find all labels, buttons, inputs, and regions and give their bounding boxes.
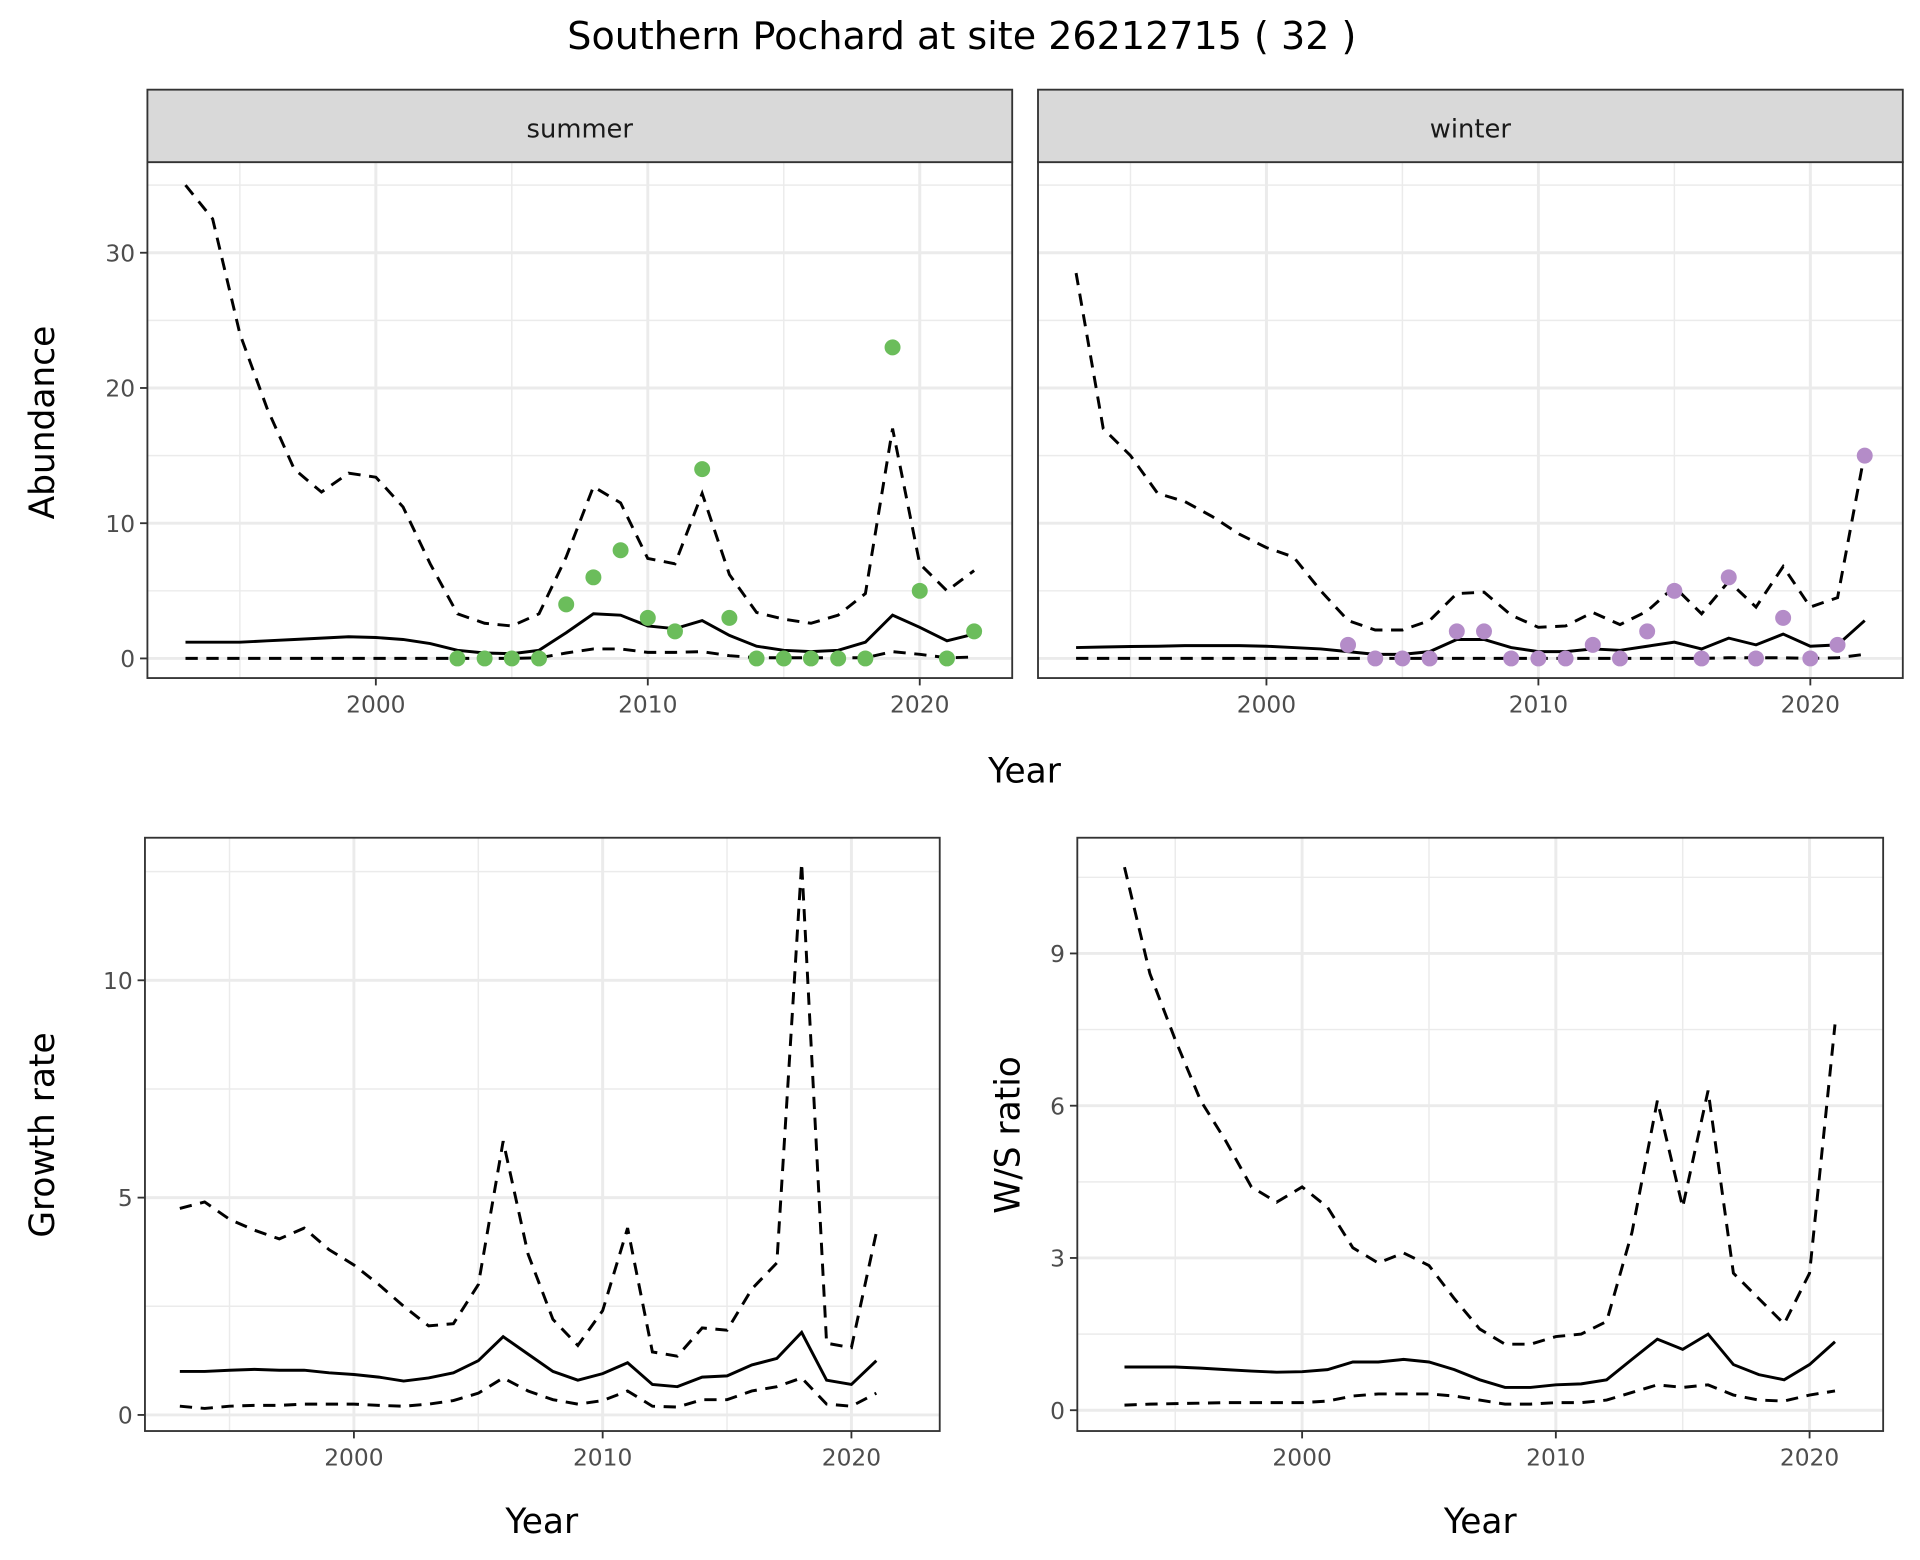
x-tick-label: 2000 <box>346 690 405 718</box>
upper-bound-line <box>179 862 878 1358</box>
y-tick-label: 0 <box>1050 1397 1065 1425</box>
data-point <box>1503 650 1520 667</box>
lower-bound-line <box>1124 1383 1836 1407</box>
data-point <box>1639 623 1656 640</box>
data-point <box>802 650 819 667</box>
data-point <box>476 650 493 667</box>
data-point <box>1693 650 1710 667</box>
data-point <box>1394 650 1411 667</box>
y-tick-label: 10 <box>105 510 135 538</box>
strip-label-summer: summer <box>527 115 634 145</box>
plot-background <box>1077 837 1884 1432</box>
panel-ws-ratio: 2000 2010 2020 0 3 6 9 <box>1050 836 1885 1471</box>
data-point <box>938 650 955 667</box>
figure-title: Southern Pochard at site 26212715 ( 32 ) <box>567 14 1356 58</box>
y-tick-label: 0 <box>118 1402 133 1430</box>
data-point <box>1476 623 1492 640</box>
data-point <box>1829 636 1846 653</box>
data-point <box>1530 650 1547 667</box>
x-tick-label: 2020 <box>1781 690 1840 718</box>
x-tick-label: 2010 <box>1509 690 1568 718</box>
y-tick-label: 6 <box>1050 1092 1065 1120</box>
data-point <box>1557 650 1574 667</box>
facet-strip <box>1037 88 1904 164</box>
y-tick-label: 5 <box>118 1184 133 1212</box>
x-tick-label: 2020 <box>1780 1443 1839 1471</box>
data-point <box>694 461 711 478</box>
strip-label-winter: winter <box>1430 115 1512 145</box>
data-point <box>503 650 520 667</box>
data-point <box>884 339 901 356</box>
facet-strip <box>146 88 1014 164</box>
data-point <box>1611 650 1628 667</box>
data-point <box>1421 650 1438 667</box>
upper-bound-line <box>1074 272 1867 632</box>
data-point <box>1856 447 1873 464</box>
x-tick-label: 2000 <box>1272 1443 1331 1471</box>
upper-bound-line <box>1123 866 1837 1346</box>
growth-x-axis-title: Year <box>504 1502 579 1542</box>
x-tick-label: 2020 <box>890 690 949 718</box>
data-point <box>1448 623 1465 640</box>
data-point <box>1666 582 1683 599</box>
abundance-y-axis-title: Abundance <box>23 326 63 520</box>
upper-bound-line <box>184 184 976 628</box>
data-point <box>1720 569 1737 586</box>
data-point <box>667 623 683 640</box>
data-point <box>612 542 629 559</box>
ws-x-axis-title: Year <box>1443 1502 1518 1542</box>
x-tick-label: 2000 <box>1237 690 1296 718</box>
data-point <box>966 623 983 640</box>
panel-border <box>144 836 941 1432</box>
y-tick-label: 20 <box>105 375 135 403</box>
data-point <box>857 650 874 667</box>
y-tick-label: 30 <box>105 239 135 267</box>
x-tick-label: 2010 <box>1526 1443 1585 1471</box>
data-point <box>775 650 792 667</box>
data-point <box>1340 636 1357 653</box>
data-point <box>1775 609 1792 626</box>
data-point <box>558 596 575 613</box>
data-point <box>1367 650 1384 667</box>
panel-winter: 2000 2010 2020 <box>1037 88 1904 718</box>
data-point <box>639 609 656 626</box>
lower-bound-line <box>179 1376 878 1410</box>
y-tick-label: 0 <box>120 645 135 673</box>
y-tick-label: 9 <box>1050 940 1065 968</box>
data-point <box>585 569 602 586</box>
data-point <box>911 582 928 599</box>
data-point <box>1747 650 1764 667</box>
abundance-x-axis-title: Year <box>987 751 1062 791</box>
mean-line <box>185 612 975 656</box>
lower-bound-line <box>1076 652 1865 660</box>
mean-line <box>1076 619 1866 656</box>
data-point <box>1802 650 1819 667</box>
plot-background <box>144 837 940 1432</box>
y-tick-label: 10 <box>103 967 133 995</box>
data-point <box>531 650 548 667</box>
growth-y-axis-title: Growth rate <box>23 1032 63 1237</box>
x-tick-label: 2020 <box>822 1443 881 1471</box>
ws-y-axis-title: W/S ratio <box>989 1056 1029 1214</box>
panel-summer: 2000 2010 2020 0 10 20 30 <box>105 88 1014 718</box>
mean-line <box>1124 1332 1836 1389</box>
panel-border <box>1076 836 1885 1432</box>
x-tick-label: 2010 <box>573 1443 632 1471</box>
x-tick-label: 2010 <box>618 690 677 718</box>
data-point <box>748 650 765 667</box>
data-point <box>721 609 738 626</box>
data-point <box>830 650 847 667</box>
y-tick-label: 3 <box>1050 1245 1065 1273</box>
data-point <box>449 650 466 667</box>
plot-background <box>147 162 1013 679</box>
x-tick-label: 2000 <box>324 1443 383 1471</box>
data-point <box>1584 636 1601 653</box>
plot-background <box>1038 162 1903 679</box>
mean-line <box>179 1329 878 1389</box>
panel-growth-rate: 2000 2010 2020 0 5 10 <box>103 836 941 1471</box>
